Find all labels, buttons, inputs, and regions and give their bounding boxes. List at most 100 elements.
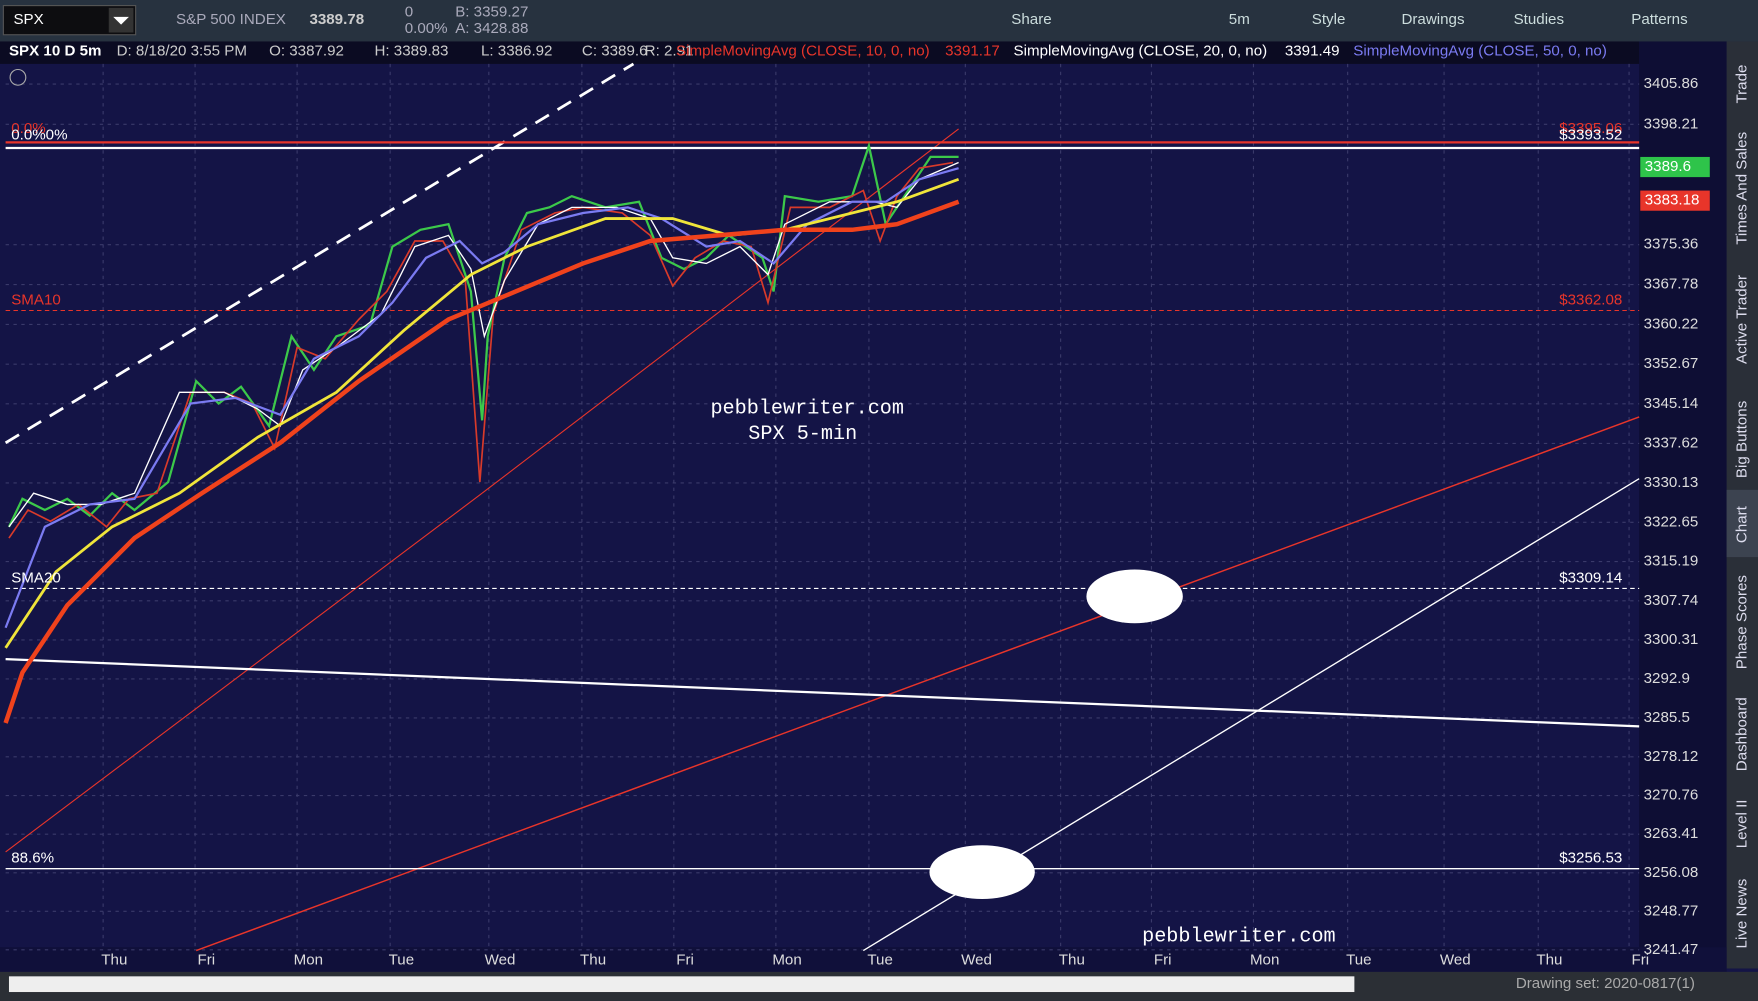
texts: SPX S&P 500 INDEX 3389.78 00.00%B: 3359.27A… — [9, 3, 1750, 992]
time-tick-label: Fri — [197, 952, 215, 969]
side-tab[interactable]: Trade — [1733, 65, 1750, 104]
price-badge — [1640, 156, 1710, 178]
price-candles — [8, 161, 954, 539]
time-tick-label: Thu — [1059, 952, 1085, 969]
price-tick-label: 3405.86 — [1644, 75, 1699, 92]
price-tick-label: 3285.5 — [1644, 709, 1690, 726]
header-field: D: 8/18/20 3:55 PM — [117, 43, 247, 60]
level-label: 88.6% — [11, 850, 54, 867]
price-tick-label: 3307.74 — [1644, 592, 1699, 609]
price-tick-label: 3241.47 — [1644, 941, 1699, 958]
time-axis — [0, 947, 1727, 972]
watermark: pebblewriter.com — [710, 397, 904, 420]
side-tab[interactable]: Level II — [1733, 800, 1750, 849]
time-tick-label: Fri — [676, 952, 694, 969]
header-field: C: 3389.6 — [582, 43, 648, 60]
level-label: 0.0% — [11, 120, 45, 137]
time-tick-label: Tue — [389, 952, 415, 969]
time-tick-label: Wed — [961, 952, 992, 969]
price-tick-label: 3263.41 — [1644, 825, 1699, 842]
header-field: L: 3386.92 — [481, 43, 553, 60]
time-tick-label: Mon — [1250, 952, 1279, 969]
price-tick-label: 3248.77 — [1644, 902, 1699, 919]
drawing-set: Drawing set: 2020-0817(1) — [1516, 975, 1695, 992]
scrollbar[interactable] — [8, 976, 1355, 993]
side-tab[interactable]: Big Buttons — [1733, 400, 1750, 478]
price-badge-label: 3389.6 — [1645, 158, 1691, 175]
active-tab — [1726, 489, 1758, 558]
price-tick-label: 3360.22 — [1644, 315, 1699, 332]
price-tick-label: 3367.78 — [1644, 276, 1699, 293]
header-field: O: 3387.92 — [269, 43, 344, 60]
side-tab[interactable]: Phase Scores — [1733, 575, 1750, 670]
time-tick-label: Wed — [485, 952, 516, 969]
moving-average-line — [3, 199, 960, 724]
level-price: $3309.14 — [1559, 569, 1622, 586]
time-tick-label: Tue — [867, 952, 893, 969]
level-price: $3395.06 — [1559, 120, 1622, 137]
level-label: SMA20 — [11, 569, 61, 586]
side-tab[interactable]: Dashboard — [1733, 697, 1750, 771]
dropdown-arrow — [113, 16, 129, 25]
side-tab[interactable]: Active Trader — [1733, 275, 1750, 364]
sma50-line — [4, 178, 960, 649]
header-field: SPX 10 D 5m — [9, 43, 101, 60]
watermark: SPX 5-min — [748, 423, 857, 446]
bid: B: 3359.27 — [455, 3, 528, 20]
sma10-line — [8, 161, 959, 528]
price-badge — [1640, 190, 1710, 211]
toolbar-button[interactable]: 5m — [1229, 11, 1250, 28]
toolbar-button[interactable]: Drawings — [1401, 11, 1464, 28]
red-trendline — [5, 492, 483, 853]
header-bar — [0, 41, 1640, 64]
toolbar-button[interactable]: Style — [1312, 11, 1346, 28]
side-tab[interactable]: Chart — [1733, 505, 1750, 543]
level-price: $3256.53 — [1559, 850, 1622, 867]
header-field: 3391.49 — [1285, 43, 1340, 60]
symbol: SPX — [13, 11, 43, 28]
price-tick-label: 3315.19 — [1644, 553, 1699, 570]
price-tick-label: 3270.76 — [1644, 787, 1699, 804]
header-field: H: 3389.83 — [374, 43, 448, 60]
toolbar-button[interactable]: Studies — [1514, 11, 1565, 28]
highlight-ellipse — [929, 845, 1035, 899]
price-tick-label: 3292.9 — [1644, 670, 1690, 687]
time-tick-label: Thu — [580, 952, 606, 969]
dashed-trendline — [4, 62, 635, 444]
price-tick-label: 3345.14 — [1644, 395, 1699, 412]
header-field: SimpleMovingAvg (CLOSE, 20, 0, no) — [1014, 43, 1268, 60]
price-tick-label: 3398.21 — [1644, 115, 1699, 132]
red-trendline — [195, 416, 1640, 952]
price-tick-label: 3278.12 — [1644, 748, 1699, 765]
time-tick-label: Thu — [1536, 952, 1562, 969]
price-candles — [7, 141, 959, 528]
price-tick-label: 3256.08 — [1644, 864, 1699, 881]
toolbar-button[interactable]: Share — [1011, 11, 1051, 28]
level-label: SMA10 — [11, 291, 61, 308]
time-tick-label: Fri — [1631, 952, 1649, 969]
header-field: R: 2.91 — [645, 43, 694, 60]
info-icon[interactable] — [9, 68, 27, 86]
header-field: SimpleMovingAvg (CLOSE, 50, 0, no) — [1353, 43, 1607, 60]
last-price: 3389.78 — [309, 11, 364, 28]
level-price: $3362.08 — [1559, 291, 1622, 308]
side-tab[interactable]: Live News — [1733, 878, 1750, 948]
side-tab[interactable]: Times And Sales — [1733, 131, 1750, 244]
watermark: pebblewriter.com — [1142, 925, 1336, 948]
header-field: 3391.17 — [945, 43, 1000, 60]
toolbar-button[interactable]: Patterns — [1631, 11, 1688, 28]
change: 0 — [405, 3, 413, 20]
price-badge-label: 3383.18 — [1645, 192, 1700, 209]
level-label: 0.0%0% — [11, 127, 67, 144]
highlight-ellipse — [1086, 569, 1183, 624]
price-tick-label: 3352.67 — [1644, 355, 1699, 372]
time-tick-label: Tue — [1346, 952, 1372, 969]
change-pct: 0.00% — [405, 20, 448, 37]
price-tick-label: 3375.36 — [1644, 236, 1699, 253]
level-price: $3393.52 — [1559, 127, 1622, 144]
toolbar — [0, 0, 1758, 42]
price-tick-label: 3322.65 — [1644, 513, 1699, 530]
